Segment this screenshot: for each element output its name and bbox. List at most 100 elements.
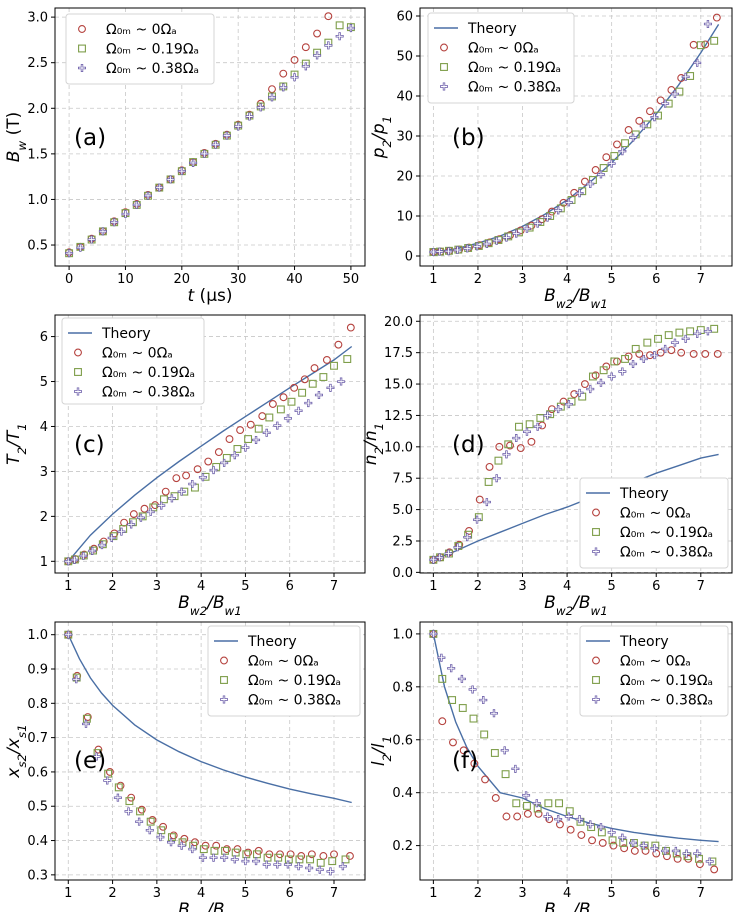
data-point	[504, 440, 513, 449]
legend-label-s0: Ω₀ₘ ~ 0Ωₐ	[620, 506, 691, 522]
data-point	[222, 453, 231, 462]
data-point	[169, 831, 178, 840]
data-point	[667, 346, 676, 355]
data-point	[712, 13, 721, 22]
data-point	[300, 375, 309, 384]
data-point	[319, 373, 328, 381]
data-point	[566, 825, 575, 834]
x-tick-label: 5	[608, 579, 616, 594]
x-tick-label: 7	[330, 579, 338, 594]
data-point	[610, 357, 619, 366]
y-tick-label: 3	[40, 465, 48, 480]
data-point	[279, 69, 288, 78]
data-point	[199, 845, 208, 854]
data-point	[161, 487, 170, 496]
panel-e: 1 2 3 4 5 6 7 0.3 0.4 0.5 0.6 0.7 0.8 0.9 1.0 Bw2/Bw1 xs…	[4, 621, 366, 912]
data-point	[484, 478, 493, 486]
y-axis-label: l2/l1	[369, 736, 394, 766]
data-point	[279, 393, 288, 402]
data-point	[689, 40, 698, 49]
data-point	[114, 783, 123, 792]
legend-label-s1: Ω₀ₘ ~ 0.19Ωₐ	[468, 60, 561, 76]
legend: Theory Ω₀ₘ ~ 0Ωₐ Ω₀ₘ ~ 0.19Ωₐ Ω₀ₘ ~ 0.38Ωₐ	[579, 625, 729, 717]
data-point	[313, 29, 322, 38]
legend-marker	[74, 368, 82, 376]
data-point	[675, 328, 684, 337]
x-axis-label: Bw2/Bw1	[178, 900, 242, 912]
y-tick-label: 60	[396, 10, 413, 25]
data-point	[713, 349, 722, 358]
data-point	[534, 809, 543, 818]
x-axis-label: Bw2/Bw1	[544, 593, 608, 618]
legend-marker	[592, 508, 600, 517]
series-s2	[429, 327, 712, 564]
data-point	[469, 714, 478, 723]
x-axis-label: Bw2/Bw1	[544, 286, 608, 311]
x-tick-label: 1	[429, 272, 437, 287]
data-point	[710, 865, 719, 874]
y-tick-label: 50	[396, 50, 413, 65]
data-point	[116, 781, 125, 790]
data-point	[544, 799, 553, 808]
data-point	[495, 442, 504, 451]
data-point	[159, 495, 168, 504]
data-point	[225, 435, 234, 444]
panel-d: 1 2 3 4 5 6 7 0.0 2.5 5.0 7.5 10.0 12.5 15.0 17.5 20.0 B…	[361, 314, 733, 618]
y-tick-label: 0	[405, 250, 413, 265]
x-tick-label: 5	[608, 886, 616, 901]
x-tick-label: 1	[429, 579, 437, 594]
y-tick-label: 6	[40, 330, 48, 345]
data-point	[664, 331, 673, 340]
data-point	[588, 372, 597, 381]
x-tick-label: 6	[286, 579, 294, 594]
data-point	[221, 846, 230, 855]
y-tick-label: 0.8	[27, 697, 48, 712]
data-point	[646, 107, 654, 116]
x-tick-label: 5	[608, 272, 616, 287]
data-point	[109, 532, 118, 541]
data-point	[346, 323, 355, 332]
data-point	[193, 465, 202, 474]
data-point	[83, 713, 92, 721]
data-point	[286, 850, 295, 859]
data-point	[334, 340, 343, 349]
data-point	[513, 812, 522, 821]
y-tick-label: 15.0	[384, 378, 413, 393]
legend-label-s0: Ω₀ₘ ~ 0Ωₐ	[468, 41, 539, 57]
data-point	[475, 495, 484, 504]
x-tick-label: 0	[65, 272, 73, 287]
x-tick-label: 1	[429, 886, 437, 901]
legend: Theory Ω₀ₘ ~ 0Ωₐ Ω₀ₘ ~ 0.19Ωₐ Ω₀ₘ ~ 0.38Ωₐ	[427, 12, 575, 104]
y-tick-label: 20	[396, 170, 413, 185]
data-point	[485, 462, 494, 471]
data-point	[588, 836, 596, 845]
data-point	[635, 116, 644, 125]
legend-marker	[220, 656, 228, 665]
data-point	[490, 749, 499, 757]
data-point	[621, 139, 629, 148]
panel-label: (e)	[74, 748, 106, 774]
panel-b: 1 2 3 4 5 6 7 0 10 20 30 40 50 60 Bw2/Bw1 p2/p1 (b) Theor…	[369, 7, 733, 311]
legend: Theory Ω₀ₘ ~ 0Ωₐ Ω₀ₘ ~ 0.19Ωₐ Ω₀ₘ ~ 0.38Ωₐ	[61, 317, 205, 405]
y-tick-label: 20.0	[384, 315, 413, 330]
x-tick-label: 7	[697, 579, 705, 594]
data-point	[504, 232, 513, 241]
x-tick-label: 6	[652, 272, 660, 287]
theory-curve	[67, 345, 353, 562]
theory-curve	[67, 634, 352, 804]
y-tick-label: 0.5	[27, 239, 48, 254]
legend-label-s2: Ω₀ₘ ~ 0.38Ωₐ	[468, 80, 561, 96]
panel-c: 1 2 3 4 5 6 7 1 2 3 4 5 6 Bw2/Bw1 T2/T1 (c) Theory Ω₀ₘ ~ …	[4, 314, 366, 618]
legend-marker	[440, 63, 448, 71]
data-point	[512, 799, 521, 808]
panel-f: 1 2 3 4 5 6 7 0.2 0.4 0.6 0.8 1.0 Bw2/Bw1 l2/l1 (f) The…	[369, 621, 733, 912]
y-tick-label: 0.5	[27, 800, 48, 815]
data-point	[290, 56, 299, 64]
y-tick-label: 17.5	[384, 346, 413, 361]
data-point	[710, 324, 719, 333]
x-axis-label: t (μs)	[187, 286, 232, 306]
data-point	[136, 807, 144, 816]
data-point	[536, 413, 545, 422]
y-tick-label: 3.0	[27, 11, 48, 26]
data-point	[459, 746, 468, 755]
